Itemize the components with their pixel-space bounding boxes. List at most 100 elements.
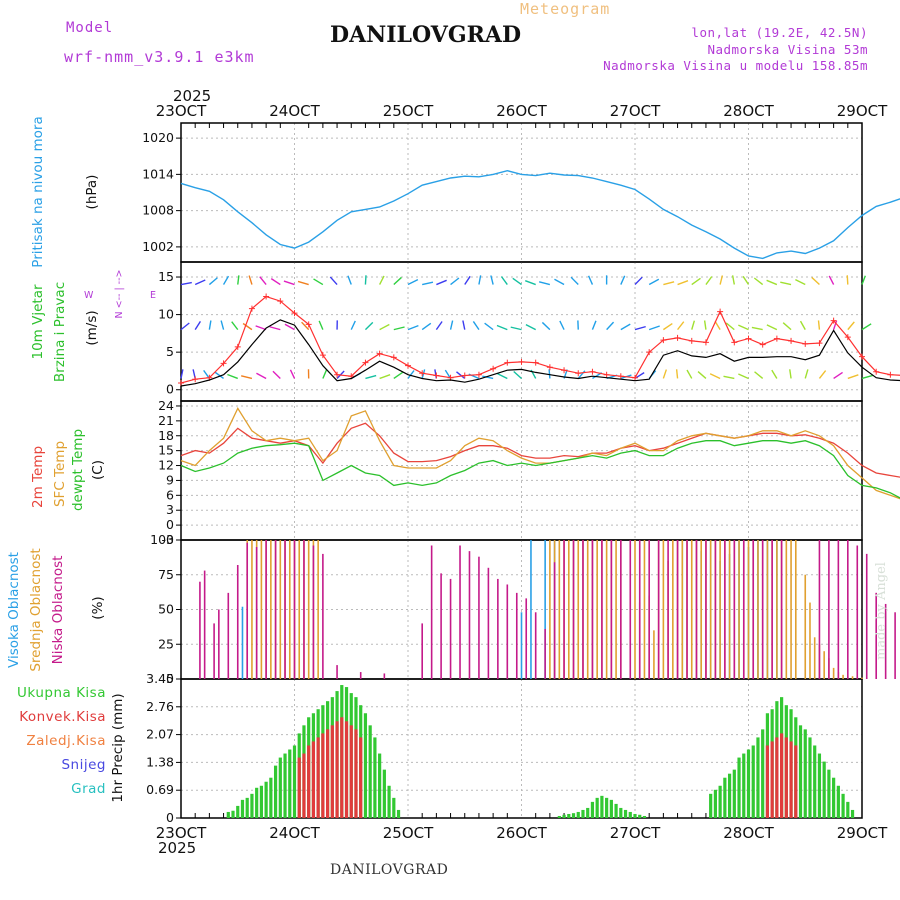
y-tick-label: 75 bbox=[158, 567, 174, 582]
precip-bar bbox=[600, 795, 604, 818]
wind-arrow bbox=[691, 320, 696, 330]
wind-arrow bbox=[289, 369, 296, 379]
y-tick-label: 0 bbox=[166, 382, 174, 397]
wind-gust-marker bbox=[405, 362, 411, 369]
pressure-series-line bbox=[180, 169, 900, 260]
precip-bar bbox=[302, 753, 306, 818]
wind-gust-marker bbox=[334, 371, 341, 378]
y-tick-label: 25 bbox=[158, 636, 174, 651]
precip-bar bbox=[723, 777, 727, 818]
wind-arrow bbox=[861, 323, 872, 331]
wind-gust-marker bbox=[277, 298, 284, 305]
wind-arrow bbox=[714, 320, 721, 330]
year-label-top: 2025 bbox=[173, 87, 211, 105]
wind-arrow bbox=[237, 275, 240, 285]
wind-arrow bbox=[203, 369, 210, 379]
model-altitude-label: Nadmorska Visina u modelu 158.85m bbox=[603, 58, 868, 73]
wind-arrow bbox=[663, 281, 675, 286]
y-tick-label: 15 bbox=[158, 443, 174, 458]
wind-arrow bbox=[832, 320, 838, 330]
wind-gust-marker bbox=[178, 379, 184, 386]
wind-arrow bbox=[214, 371, 224, 380]
y-tick-label: 2.07 bbox=[146, 727, 174, 742]
pressure-title: Pritisak na nivou mora bbox=[30, 116, 46, 267]
wind-arrow bbox=[548, 369, 551, 379]
wind-gust-marker bbox=[589, 368, 596, 375]
wind-gust-marker bbox=[702, 339, 709, 346]
wind-arrow bbox=[677, 280, 689, 286]
wind-series-line bbox=[180, 295, 900, 384]
wind-arrow bbox=[407, 324, 419, 331]
wind-arrow bbox=[725, 322, 735, 331]
wind-arrow bbox=[705, 276, 713, 285]
wind-arrow bbox=[231, 321, 239, 331]
precip-bar bbox=[349, 725, 353, 818]
wind-arrow bbox=[677, 321, 685, 331]
footer-station: DANILOVGRAD bbox=[330, 862, 449, 878]
precip-bar bbox=[633, 813, 637, 818]
precip-bar bbox=[307, 745, 311, 818]
wind-arrow bbox=[496, 324, 508, 331]
y-tick-label: 0.69 bbox=[146, 782, 174, 797]
wind-arrow bbox=[227, 373, 239, 380]
precip-bar bbox=[368, 725, 372, 818]
precip-bar bbox=[321, 733, 325, 818]
x-tick-label-bottom: 27OCT bbox=[610, 824, 661, 842]
wind-arrow bbox=[753, 277, 764, 286]
wind-arrow bbox=[313, 278, 324, 286]
wind-arrow bbox=[350, 320, 356, 330]
wind-gust-marker bbox=[475, 371, 482, 378]
precip-bar bbox=[581, 809, 585, 818]
y-tick-label: 12 bbox=[158, 458, 174, 473]
wind-arrow bbox=[538, 281, 551, 286]
wind-arrow bbox=[364, 321, 374, 331]
wind-arrow bbox=[407, 278, 419, 286]
wind-arrow bbox=[421, 322, 432, 331]
wind-arrow bbox=[559, 320, 565, 330]
wind-arrow bbox=[422, 281, 434, 286]
y-tick-label: 1014 bbox=[142, 166, 174, 181]
precip-bar bbox=[623, 809, 628, 818]
temp-unit: (C) bbox=[90, 460, 106, 480]
wind-gust-marker bbox=[192, 376, 199, 383]
wind-arrow bbox=[284, 323, 295, 331]
precip-legend-item: Konvek.Kisa bbox=[19, 709, 106, 725]
wind-arrow bbox=[322, 369, 328, 379]
precip-bar bbox=[732, 769, 736, 818]
wind-arrow bbox=[662, 323, 673, 331]
precip-bar bbox=[316, 737, 320, 818]
x-tick-label-top: 27OCT bbox=[610, 102, 661, 120]
wind-gust-marker bbox=[433, 372, 440, 379]
precip-bar bbox=[586, 807, 590, 818]
wind-gust-marker bbox=[759, 341, 766, 348]
x-tick-label-bottom: 29OCT bbox=[837, 824, 888, 842]
wind-gust-marker bbox=[532, 359, 539, 366]
precip-bar bbox=[609, 799, 613, 818]
y-tick-label: 0 bbox=[166, 810, 174, 825]
temp-title-2m: 2m Temp bbox=[30, 446, 46, 508]
wind-arrow bbox=[648, 325, 660, 331]
model-label: Model bbox=[66, 20, 114, 36]
precip-bar bbox=[264, 781, 268, 818]
wind-gust-marker bbox=[561, 367, 568, 374]
precip-bar bbox=[283, 753, 287, 818]
x-tick-label-top: 23OCT bbox=[156, 102, 207, 120]
wind-arrow bbox=[719, 275, 724, 285]
precip-bar bbox=[330, 725, 334, 818]
wind-gust-marker bbox=[646, 349, 653, 356]
precip-bar bbox=[718, 785, 722, 818]
wind-direction-legend: N <-- | --> bbox=[114, 270, 125, 319]
wind-arrow bbox=[393, 371, 404, 380]
wind-arrow bbox=[766, 279, 778, 286]
temp-title-sfc: SFC Temp bbox=[52, 441, 68, 507]
precip-legend-item: Zaledj.Kisa bbox=[26, 733, 106, 749]
wind-arrow bbox=[554, 278, 565, 286]
wind-arrow bbox=[771, 369, 778, 379]
wind-gust-marker bbox=[731, 339, 738, 346]
y-tick-label: 1.38 bbox=[146, 754, 174, 769]
wind-arrow bbox=[242, 322, 253, 331]
wind-arrow bbox=[180, 322, 190, 331]
y-tick-label: 50 bbox=[158, 602, 174, 617]
wind-arrow bbox=[861, 275, 866, 285]
wind-arrow bbox=[525, 280, 536, 286]
